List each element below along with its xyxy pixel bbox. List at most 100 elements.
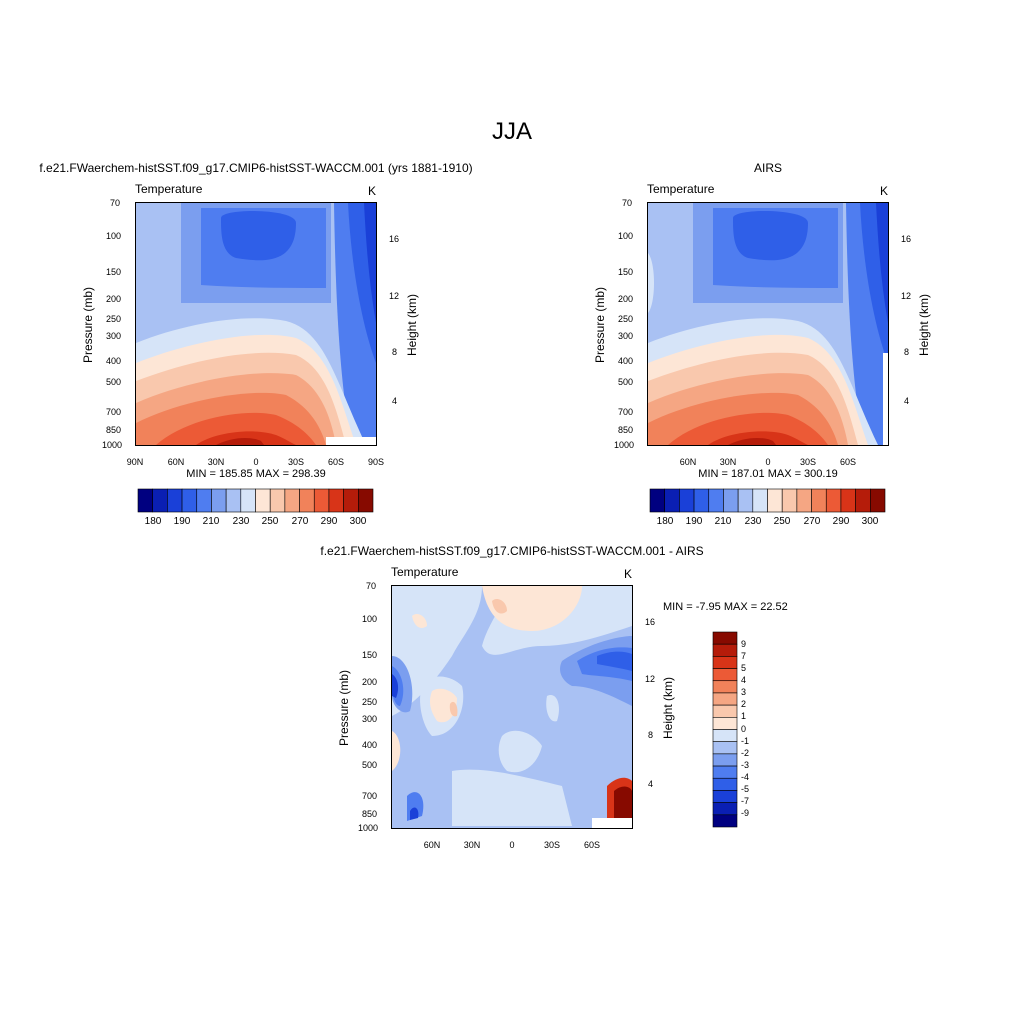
panel1-colorbar-label: 250 [261, 516, 279, 527]
colorbar-swatch [712, 790, 738, 803]
panel3-colorbar-label: 3 [741, 687, 747, 697]
panel2-colorbar [649, 488, 886, 513]
panel2-ylabel-right: Height (km) [917, 294, 931, 357]
panel3-ylabel: Pressure (mb) [337, 670, 351, 747]
panel3-title: f.e21.FWaerchem-histSST.f09_g17.CMIP6-hi… [320, 544, 704, 558]
colorbar-swatch [196, 488, 212, 513]
panel2-plot-area [647, 202, 889, 446]
panel2-xtick: 30S [799, 457, 817, 467]
panel2-colorbar-label: 180 [656, 516, 674, 527]
panel2-colorbar-label: 290 [832, 516, 850, 527]
panel1-colorbar-label: 190 [173, 516, 191, 527]
colorbar-swatch [255, 488, 271, 513]
panel3-height-tick: 12 [645, 674, 656, 684]
colorbar-swatch [358, 488, 374, 513]
colorbar-swatch [870, 488, 886, 513]
panel1-ytick: 200 [106, 294, 122, 304]
colorbar-swatch [712, 704, 738, 718]
colorbar-swatch [811, 488, 827, 513]
panel2-ytick: 100 [618, 231, 634, 241]
panel2-ytick: 500 [618, 377, 634, 387]
panel1-ytick: 70 [110, 198, 121, 208]
colorbar-swatch [167, 488, 183, 513]
panel3-colorbar-label: -9 [741, 808, 750, 818]
panel1-xtick: 30N [207, 457, 225, 467]
panel3-colorbar-label: 0 [741, 724, 747, 734]
colorbar-swatch [693, 488, 710, 513]
panel1-colorbar-label: 180 [144, 516, 162, 527]
panel3-right-label: K [624, 567, 633, 581]
panel3-ytick: 200 [362, 677, 378, 687]
panel1-height-tick: 8 [392, 347, 398, 357]
panel1-xtick: 0 [253, 457, 259, 467]
panel2-ytick: 850 [618, 425, 634, 435]
colorbar-swatch [825, 488, 842, 513]
panel3-xtick: 30S [543, 840, 561, 850]
panel3-xtick: 0 [509, 840, 515, 850]
panel1-ytick: 150 [106, 267, 122, 277]
colorbar-swatch [679, 488, 695, 513]
colorbar-swatch [299, 488, 315, 513]
panel2-ytick: 250 [618, 314, 634, 324]
panel3-ytick: 400 [362, 740, 378, 750]
panel2-stats: MIN = 187.01 MAX = 300.19 [698, 468, 838, 480]
panel2-colorbar-label: 300 [861, 516, 879, 527]
colorbar-swatch [840, 488, 856, 513]
panel1-colorbar-label: 300 [349, 516, 367, 527]
colorbar-swatch [723, 488, 739, 513]
colorbar-swatch [737, 488, 754, 513]
panel1-height-tick: 16 [389, 234, 400, 244]
panel2-ytick: 1000 [614, 440, 635, 450]
colorbar-swatch [712, 643, 738, 657]
panel1-right-label: K [368, 184, 377, 198]
colorbar-swatch [137, 488, 153, 513]
panel1-xtick: 30S [287, 457, 305, 467]
panel1-height-tick: 12 [389, 291, 400, 301]
panel1-colorbar-label: 290 [320, 516, 338, 527]
panel3-colorbar-label: -5 [741, 784, 750, 794]
panel2-colorbar-label: 250 [773, 516, 791, 527]
panel1-stats: MIN = 185.85 MAX = 298.39 [186, 468, 326, 480]
colorbar-swatch [712, 668, 738, 682]
panel2-title: AIRS [753, 161, 783, 175]
panel3-colorbar [712, 631, 738, 828]
colorbar-swatch [752, 488, 768, 513]
colorbar-swatch [767, 488, 783, 513]
panel3-plot-area [391, 585, 633, 829]
panel2-height-tick: 8 [904, 347, 910, 357]
panel3-ylabel-right: Height (km) [661, 677, 675, 740]
colorbar-swatch [712, 656, 738, 669]
panel2-ytick: 400 [618, 356, 634, 366]
panel2-ytick: 200 [618, 294, 634, 304]
panel1-xtick: 60N [167, 457, 185, 467]
panel3-height-tick: 16 [645, 617, 656, 627]
panel3-ytick: 850 [362, 809, 378, 819]
panel2-xtick: 30N [719, 457, 737, 467]
panel3-ytick: 1000 [358, 823, 379, 833]
colorbar-swatch [712, 814, 738, 828]
panel3-left-label: Temperature [391, 565, 459, 579]
panel2-left-label: Temperature [647, 182, 715, 196]
panel3-ytick: 700 [362, 791, 378, 801]
panel3-ytick: 250 [362, 697, 378, 707]
colorbar-swatch [225, 488, 242, 513]
colorbar-swatch [269, 488, 286, 513]
panel2-right-label: K [880, 184, 889, 198]
panel2-xtick: 0 [765, 457, 771, 467]
panel2-height-tick: 16 [901, 234, 912, 244]
colorbar-swatch [328, 488, 344, 513]
panel1-ylabel: Pressure (mb) [81, 287, 95, 364]
panel1-ytick: 400 [106, 356, 122, 366]
colorbar-swatch [181, 488, 198, 513]
panel3-contour-field [392, 586, 632, 828]
panel3-colorbar-label: -7 [741, 796, 750, 806]
panel1-colorbar [137, 488, 374, 513]
panel3-xtick: 60S [583, 840, 601, 850]
colorbar-swatch [152, 488, 168, 513]
panel3-colorbar-label: 4 [741, 675, 747, 685]
colorbar-swatch [343, 488, 359, 513]
panel1-plot-area [135, 202, 377, 446]
panel2-height-tick: 12 [901, 291, 912, 301]
colorbar-swatch [712, 692, 738, 706]
panel2-xtick: 60N [679, 457, 697, 467]
